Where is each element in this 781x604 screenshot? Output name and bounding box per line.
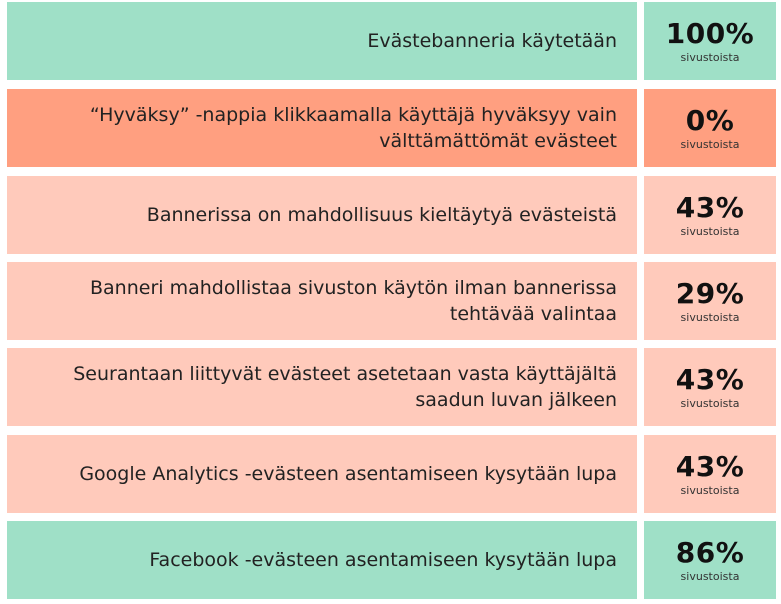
stat-row: Google Analytics -evästeen asentamiseen … bbox=[7, 435, 776, 513]
stat-value-cell: 43% sivustoista bbox=[644, 348, 776, 426]
stat-value: 0% bbox=[685, 103, 735, 137]
stat-value-cell: 100% sivustoista bbox=[644, 2, 776, 80]
stat-value-cell: 0% sivustoista bbox=[644, 89, 776, 167]
stat-value: 29% bbox=[675, 276, 745, 310]
stat-unit: sivustoista bbox=[680, 483, 740, 497]
stat-row: “Hyväksy” -nappia klikkaamalla käyttäjä … bbox=[7, 89, 776, 167]
stat-row: Facebook -evästeen asentamiseen kysytään… bbox=[7, 521, 776, 599]
stat-value-cell: 86% sivustoista bbox=[644, 521, 776, 599]
stat-value-cell: 43% sivustoista bbox=[644, 435, 776, 513]
stat-value: 100% bbox=[665, 16, 755, 50]
stat-label-cell: Banneri mahdollistaa sivuston käytön ilm… bbox=[7, 262, 637, 340]
stat-row: Banneri mahdollistaa sivuston käytön ilm… bbox=[7, 262, 776, 340]
stat-unit: sivustoista bbox=[680, 569, 740, 583]
stat-label: “Hyväksy” -nappia klikkaamalla käyttäjä … bbox=[89, 104, 617, 152]
stat-label: Banneri mahdollistaa sivuston käytön ilm… bbox=[90, 277, 617, 325]
stat-label-cell: Facebook -evästeen asentamiseen kysytään… bbox=[7, 521, 637, 599]
stat-label-cell: Google Analytics -evästeen asentamiseen … bbox=[7, 435, 637, 513]
stat-label-cell: Seurantaan liittyvät evästeet asetetaan … bbox=[7, 348, 637, 426]
stat-value-cell: 29% sivustoista bbox=[644, 262, 776, 340]
stat-unit: sivustoista bbox=[680, 137, 740, 151]
stat-value-cell: 43% sivustoista bbox=[644, 176, 776, 254]
stat-label-cell: Bannerissa on mahdollisuus kieltäytyä ev… bbox=[7, 176, 637, 254]
stat-label-cell: Evästebanneria käytetään bbox=[7, 2, 637, 80]
stat-row: Bannerissa on mahdollisuus kieltäytyä ev… bbox=[7, 176, 776, 254]
stat-label-cell: “Hyväksy” -nappia klikkaamalla käyttäjä … bbox=[7, 89, 637, 167]
stat-value: 86% bbox=[675, 535, 745, 569]
stat-label: Bannerissa on mahdollisuus kieltäytyä ev… bbox=[146, 204, 617, 226]
stat-row: Evästebanneria käytetään 100% sivustoist… bbox=[7, 2, 776, 80]
stat-value: 43% bbox=[675, 190, 745, 224]
stat-unit: sivustoista bbox=[680, 310, 740, 324]
stat-row: Seurantaan liittyvät evästeet asetetaan … bbox=[7, 348, 776, 426]
stat-value: 43% bbox=[675, 449, 745, 483]
stat-unit: sivustoista bbox=[680, 396, 740, 410]
stat-label: Google Analytics -evästeen asentamiseen … bbox=[79, 463, 617, 485]
stat-label: Evästebanneria käytetään bbox=[367, 30, 617, 52]
stat-unit: sivustoista bbox=[680, 224, 740, 238]
stat-unit: sivustoista bbox=[680, 50, 740, 64]
stat-value: 43% bbox=[675, 362, 745, 396]
stat-label: Seurantaan liittyvät evästeet asetetaan … bbox=[73, 363, 617, 411]
stat-label: Facebook -evästeen asentamiseen kysytään… bbox=[149, 549, 617, 571]
